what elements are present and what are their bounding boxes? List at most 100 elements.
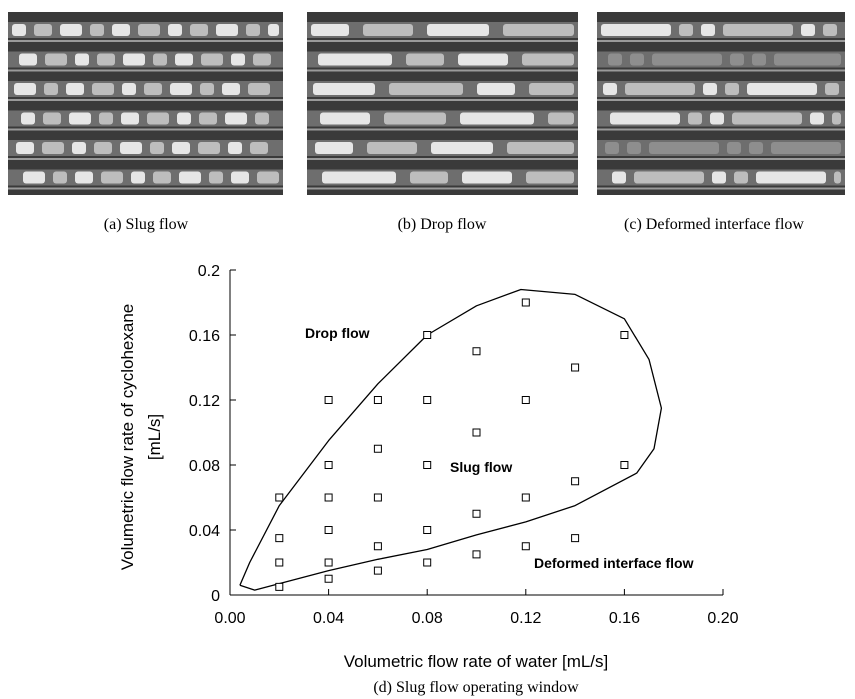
droplet xyxy=(410,171,448,184)
boundary-curve xyxy=(239,288,663,591)
droplet xyxy=(548,112,574,125)
droplet xyxy=(462,171,512,184)
droplet xyxy=(60,24,82,36)
droplet xyxy=(311,24,349,36)
droplet xyxy=(216,24,238,36)
droplet xyxy=(248,83,270,95)
droplet xyxy=(170,83,192,95)
droplet xyxy=(69,112,91,125)
droplet xyxy=(177,112,191,125)
droplet xyxy=(529,83,574,95)
droplet xyxy=(198,142,220,154)
droplet xyxy=(730,53,744,66)
droplet xyxy=(610,112,680,125)
point xyxy=(373,493,382,502)
droplet xyxy=(120,142,142,154)
point xyxy=(324,396,333,404)
droplet xyxy=(725,83,739,95)
y-tick-label: 0.08 xyxy=(189,458,220,475)
channel-edge xyxy=(8,69,283,72)
channel-edge xyxy=(307,99,578,101)
droplet xyxy=(53,171,67,184)
droplet xyxy=(153,171,171,184)
photo xyxy=(307,12,578,195)
droplet xyxy=(172,142,190,154)
droplet xyxy=(313,83,375,95)
channel-edge xyxy=(597,69,845,72)
point xyxy=(275,534,284,543)
point xyxy=(571,363,580,372)
y-tick-label: 0.2 xyxy=(198,263,220,280)
droplet xyxy=(832,112,841,125)
droplet xyxy=(801,24,815,36)
x-tick-label: 0.20 xyxy=(707,610,738,627)
droplet xyxy=(21,112,35,125)
droplet xyxy=(710,112,724,125)
droplet xyxy=(825,83,839,95)
droplet xyxy=(503,24,574,36)
droplet xyxy=(12,24,26,36)
channel-edge xyxy=(307,187,578,190)
droplet xyxy=(427,24,489,36)
droplet xyxy=(99,112,113,125)
point xyxy=(275,493,284,502)
droplet xyxy=(431,142,493,154)
droplet xyxy=(603,83,617,95)
droplet xyxy=(367,142,417,154)
droplet xyxy=(34,24,52,36)
droplet xyxy=(712,171,726,184)
droplet xyxy=(756,171,826,184)
droplet xyxy=(823,24,837,36)
droplet xyxy=(605,142,619,154)
droplet xyxy=(228,142,242,154)
droplet xyxy=(458,53,508,66)
droplet xyxy=(75,53,89,66)
x-tick-label: 0.12 xyxy=(510,610,541,627)
droplet xyxy=(257,171,279,184)
channel-edge xyxy=(8,158,283,160)
droplet xyxy=(318,53,392,66)
droplet xyxy=(42,142,64,154)
channel-edge xyxy=(597,128,845,131)
droplet xyxy=(175,53,193,66)
droplet xyxy=(225,112,247,125)
x-tick-label: 0.08 xyxy=(412,610,443,627)
point xyxy=(423,526,432,534)
droplet xyxy=(199,112,217,125)
point xyxy=(423,331,432,339)
point xyxy=(373,396,382,404)
point xyxy=(373,444,382,453)
droplet xyxy=(122,83,136,95)
point xyxy=(571,534,580,543)
panel-caption: (b) Drop flow xyxy=(398,216,487,233)
droplet xyxy=(771,142,841,154)
droplet xyxy=(477,83,515,95)
droplet xyxy=(652,53,722,66)
point xyxy=(472,550,481,559)
point xyxy=(571,477,580,486)
droplet xyxy=(522,53,574,66)
y-axis-label: Volumetric flow rate of cyclohexane xyxy=(118,304,137,570)
droplet xyxy=(123,53,145,66)
droplet xyxy=(627,142,641,154)
droplet xyxy=(179,171,201,184)
droplet xyxy=(384,112,446,125)
droplet xyxy=(75,171,93,184)
droplet xyxy=(112,24,130,36)
y-axis-label: [mL/s] xyxy=(145,414,164,460)
x-tick-label: 0.04 xyxy=(313,610,344,627)
droplet xyxy=(66,83,84,95)
channel-edge xyxy=(597,40,845,42)
droplet xyxy=(45,53,67,66)
droplet xyxy=(23,171,45,184)
point xyxy=(472,347,481,356)
droplet xyxy=(723,24,793,36)
droplet xyxy=(749,142,763,154)
droplet xyxy=(507,142,574,154)
droplet xyxy=(322,171,396,184)
droplet xyxy=(144,83,162,95)
droplet xyxy=(97,53,115,66)
droplet xyxy=(201,53,223,66)
droplet xyxy=(747,83,817,95)
